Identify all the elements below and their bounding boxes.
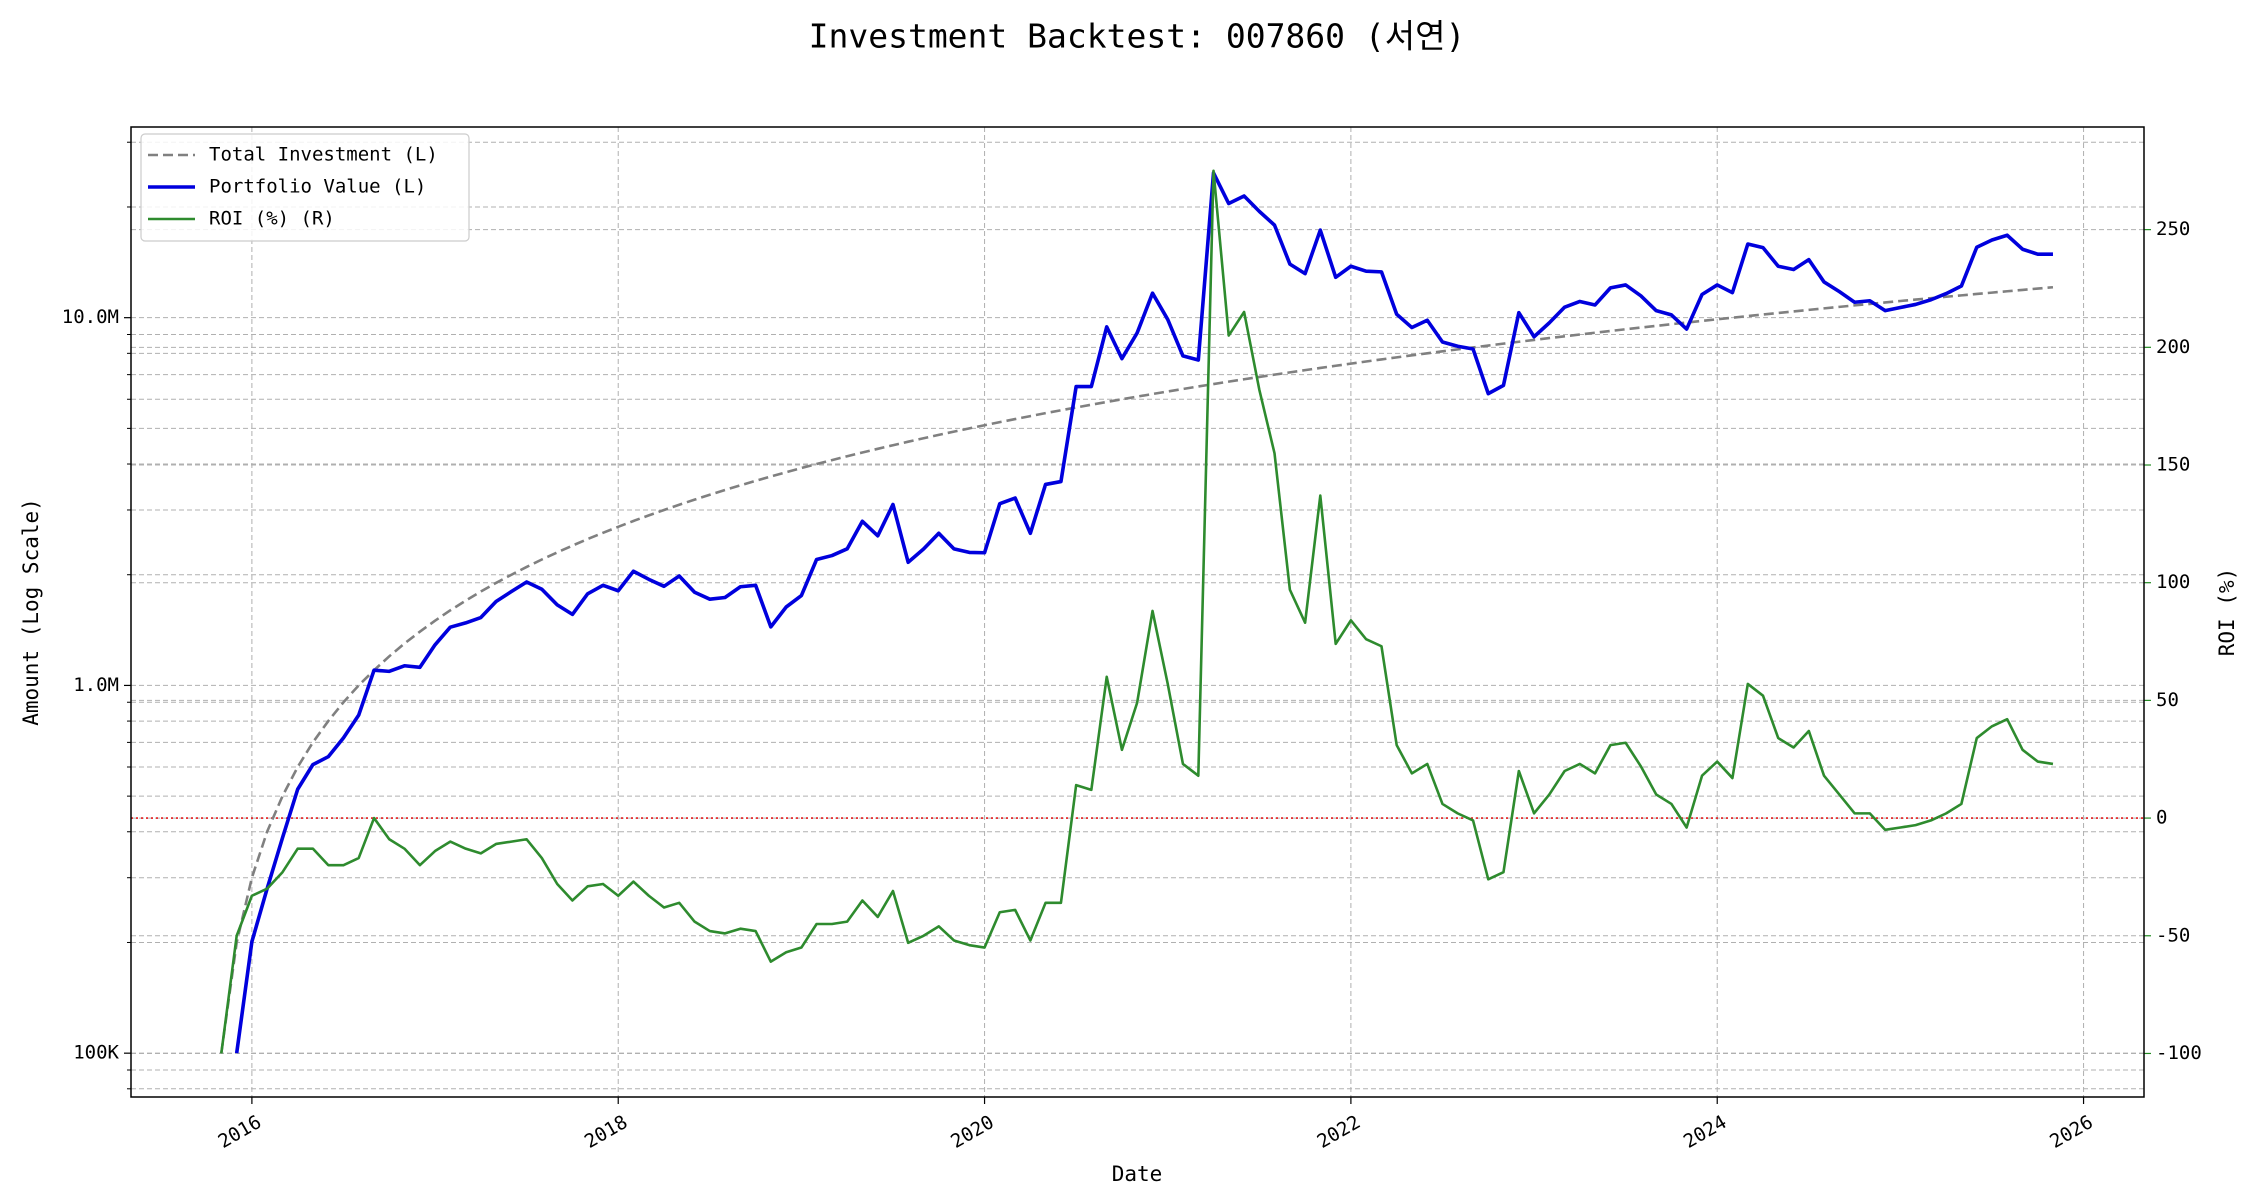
plot-area (220, 169, 2054, 1054)
x-tick-label: 2020 (947, 1111, 998, 1153)
x-tick-label: 2024 (1680, 1111, 1731, 1153)
y-tick-label: 100K (73, 1042, 119, 1064)
x-axis-label: Date (1112, 1162, 1163, 1186)
y-tick-label: 10.0M (62, 306, 119, 328)
y2-axis-label: ROI (%) (2215, 568, 2239, 657)
chart-title: Investment Backtest: 007860 (서연) (809, 17, 1466, 56)
legend-label: Portfolio Value (L) (209, 176, 426, 198)
y2-tick-label: -100 (2156, 1042, 2202, 1064)
y2-tick-label: 150 (2156, 454, 2190, 476)
legend-box (140, 133, 470, 242)
series-line (220, 285, 2054, 1054)
series-line (220, 169, 2054, 1054)
x-tick-label: 2016 (215, 1111, 266, 1153)
legend-label: Total Investment (L) (209, 144, 438, 166)
legend-label: ROI (%) (R) (209, 208, 335, 230)
y2-tick-label: 0 (2156, 807, 2167, 829)
x-tick-label: 2026 (2046, 1111, 2097, 1153)
x-tick-label: 2018 (581, 1111, 632, 1153)
y2-tick-label: 250 (2156, 218, 2190, 240)
plot-frame (130, 126, 2145, 1098)
x-tick-label: 2022 (1314, 1111, 1365, 1153)
y2-tick-label: 50 (2156, 689, 2179, 711)
y2-tick-label: 200 (2156, 336, 2190, 358)
y2-tick-label: 100 (2156, 571, 2190, 593)
series-line (234, 171, 2053, 1054)
y2-tick-label: -50 (2156, 924, 2190, 946)
y-tick-label: 1.0M (73, 674, 119, 696)
y-axis-label: Amount (Log Scale) (19, 498, 43, 726)
